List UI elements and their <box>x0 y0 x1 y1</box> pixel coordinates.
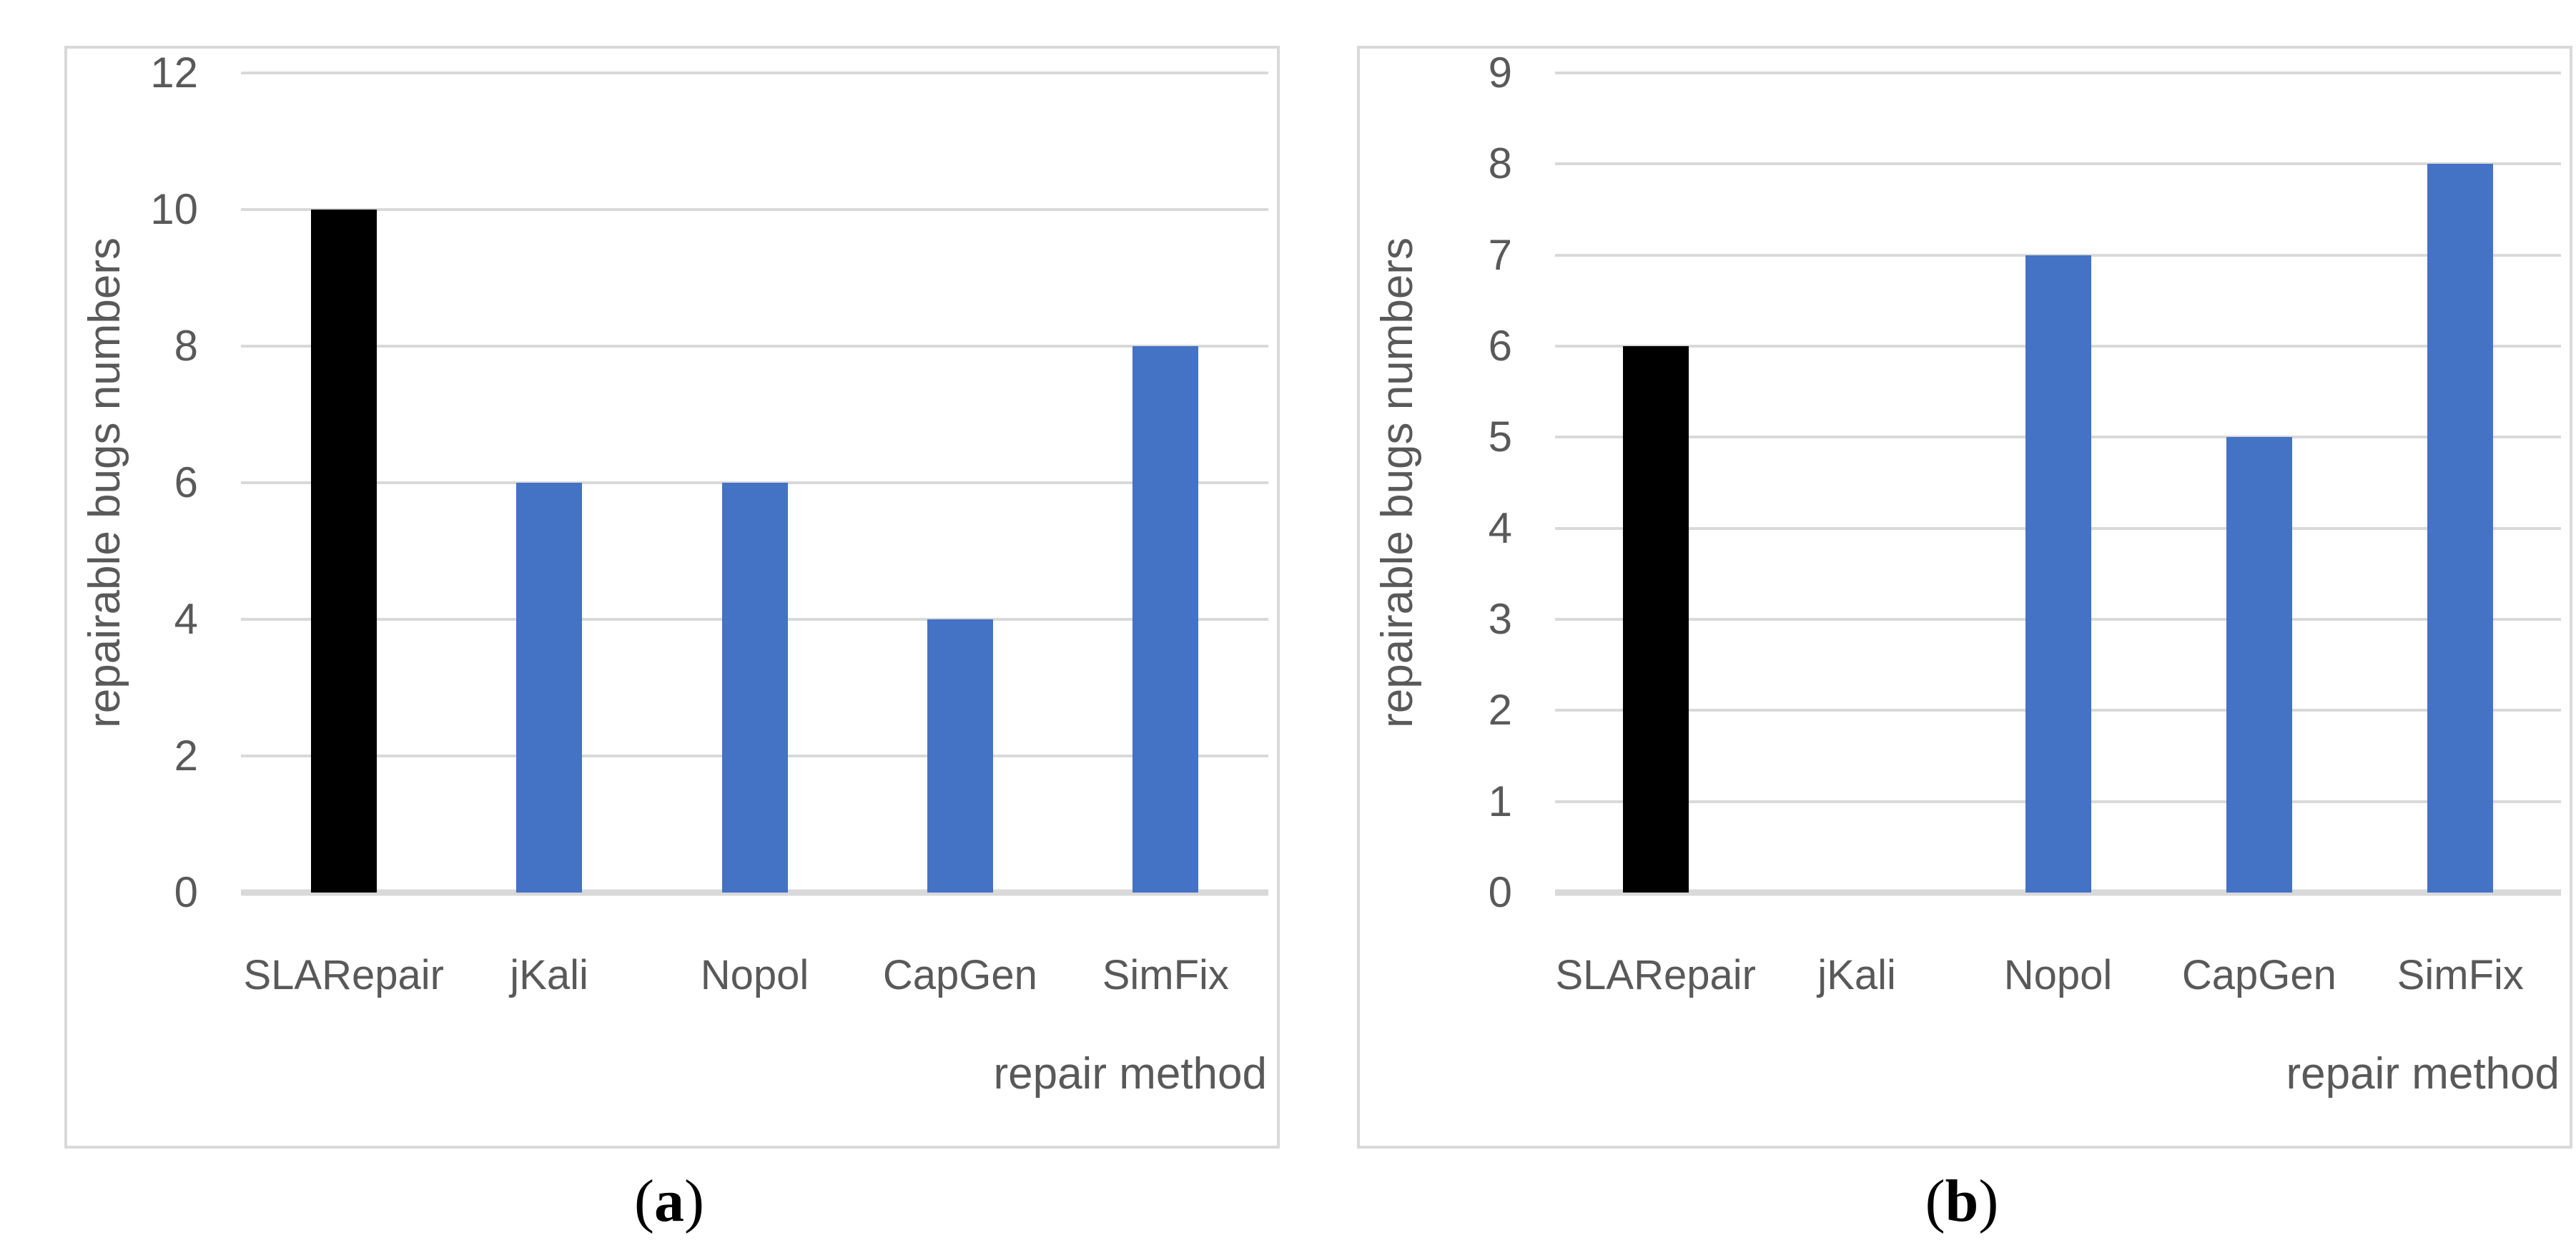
x-category-label: Nopol <box>700 952 809 998</box>
caption-paren-close: ) <box>1978 1168 1999 1234</box>
x-category-label: SLARepair <box>1555 952 1756 998</box>
x-category-label: jKali <box>510 952 588 998</box>
x-axis-title: repair method <box>993 1049 1267 1099</box>
bar-simfix <box>1132 346 1199 893</box>
x-category-label: CapGen <box>882 952 1037 998</box>
x-axis-line <box>1555 889 2561 896</box>
bar-slot <box>857 73 1062 893</box>
bars-row <box>241 73 1268 893</box>
x-category-label: SimFix <box>1102 952 1229 998</box>
caption-letter: b <box>1945 1168 1979 1234</box>
bar-simfix <box>2427 164 2494 893</box>
x-category-label: CapGen <box>2181 952 2336 998</box>
bar-capgen <box>927 619 993 893</box>
y-tick-labels: 0 2 4 6 8 10 12 <box>67 51 241 914</box>
bar-slot <box>1958 73 2158 893</box>
bar-nopol <box>721 483 788 893</box>
bar-slot <box>2360 73 2561 893</box>
y-tick-label: 12 <box>150 49 198 97</box>
bar-nopol <box>2025 255 2091 893</box>
y-tick-label: 2 <box>1488 686 1512 734</box>
y-tick-label: 10 <box>150 185 198 233</box>
bar-jkali <box>516 483 583 893</box>
x-category-label: jKali <box>1817 952 1896 998</box>
caption-paren-close: ) <box>684 1168 704 1234</box>
subfigure-b-caption: (b) <box>1357 1168 2567 1234</box>
y-tick-label: 6 <box>1488 322 1512 370</box>
x-category-label: Nopol <box>2003 952 2113 998</box>
subfigure-a-caption: (a) <box>64 1168 1274 1234</box>
y-tick-label: 9 <box>1488 49 1512 97</box>
y-tick-label: 1 <box>1488 777 1512 825</box>
bars-row <box>1555 73 2561 893</box>
y-tick-label: 4 <box>174 595 198 643</box>
x-category-label: SimFix <box>2397 952 2524 998</box>
bar-slot <box>241 73 446 893</box>
chart-a-panel: repairable bugs numbers 0 2 4 6 8 10 12 SLARep… <box>64 46 1280 1149</box>
y-tick-label: 6 <box>174 458 198 506</box>
category-labels: SLARepair jKali Nopol CapGen SimFix <box>1555 951 2561 999</box>
y-tick-label: 2 <box>174 732 198 780</box>
y-tick-label: 0 <box>1488 868 1512 916</box>
gridline <box>241 345 1268 348</box>
y-tick-label: 3 <box>1488 595 1512 643</box>
y-tick-label: 7 <box>1488 230 1512 279</box>
gridline <box>241 72 1268 74</box>
x-category-label: SLARepair <box>243 952 444 998</box>
y-tick-label: 8 <box>1488 139 1512 188</box>
x-axis-line <box>241 889 1268 896</box>
plot-area <box>241 72 1268 896</box>
plot-area <box>1555 72 2561 896</box>
bar-slarepair <box>310 210 377 893</box>
category-labels: SLARepair jKali Nopol CapGen SimFix <box>241 951 1268 999</box>
y-tick-labels: 0 1 2 3 4 5 6 7 8 9 <box>1360 51 1555 914</box>
caption-letter: a <box>654 1168 684 1234</box>
gridline <box>1555 72 2561 74</box>
bar-capgen <box>2226 437 2292 893</box>
bar-slot <box>1555 73 1756 893</box>
bar-slot <box>652 73 857 893</box>
y-tick-label: 8 <box>174 322 198 370</box>
bar-slot <box>2158 73 2359 893</box>
bar-slot <box>446 73 651 893</box>
gridline <box>1555 162 2561 166</box>
subfigure-a: repairable bugs numbers 0 2 4 6 8 10 12 SLARep… <box>64 46 1280 1234</box>
caption-paren-open: ( <box>634 1168 654 1234</box>
y-tick-label: 0 <box>174 868 198 916</box>
x-axis-title: repair method <box>2286 1049 2560 1099</box>
caption-paren-open: ( <box>1925 1168 1945 1234</box>
y-tick-label: 5 <box>1488 413 1512 461</box>
y-tick-label: 4 <box>1488 503 1512 552</box>
bar-slot <box>1063 73 1268 893</box>
bar-slarepair <box>1622 346 1689 893</box>
gridline <box>241 208 1268 211</box>
bar-slot <box>1756 73 1957 893</box>
